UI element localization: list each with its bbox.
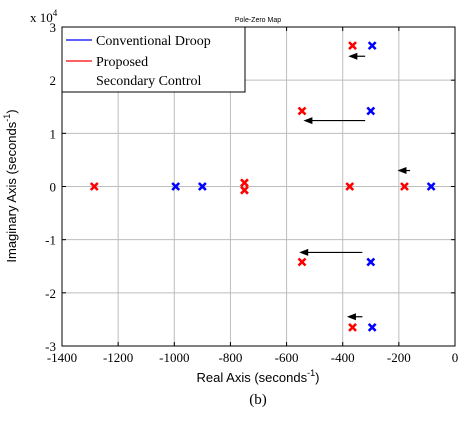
x-tick-label: -600 (275, 350, 299, 365)
y-axis-label: Imaginary Axis (seconds-1) (2, 109, 19, 262)
pole-marker-stroke (89, 182, 99, 191)
y-tick-label: 2 (50, 73, 57, 88)
y-axis-label-main: Imaginary Axis (seconds (4, 121, 19, 262)
pole-marker-stroke (426, 182, 436, 191)
chart-title: Pole-Zero Map (235, 17, 281, 24)
shift-arrow-head (348, 52, 358, 60)
pole-marker-conventional-droop (366, 257, 376, 267)
y-tick-label: 1 (50, 126, 57, 141)
shift-arrow (348, 52, 366, 60)
pole-marker-stroke (366, 257, 376, 267)
pole-marker-proposed (348, 322, 357, 332)
axis-ticks: -1400 -1200 -1000 -800 -600 -400 -200 0 -3 -2 -1 0 1… (45, 20, 458, 365)
y-exponent-prefix: x 10 (30, 10, 53, 25)
x-tick-label: -200 (387, 350, 411, 365)
shift-arrow (299, 248, 363, 256)
pole-marker-stroke (240, 178, 249, 188)
shift-arrow (397, 167, 411, 175)
pole-marker-stroke (240, 185, 249, 195)
pole-marker-stroke (348, 41, 357, 51)
y-tick-label: -1 (45, 233, 56, 248)
y-tick-label: 3 (50, 20, 57, 35)
x-tick-label: 0 (452, 350, 459, 365)
x-axis-label: Real Axis (seconds-1) (197, 368, 320, 385)
legend-label-secondary: Secondary Control (96, 74, 201, 89)
pole-marker-stroke (297, 106, 307, 116)
pole-marker-stroke (348, 322, 357, 332)
pole-marker-stroke (171, 182, 181, 191)
pole-marker-conventional-droop (171, 182, 181, 191)
pole-marker-proposed (345, 182, 355, 191)
legend-label-conventional: Conventional Droop (96, 34, 211, 49)
shift-arrow-head (346, 313, 356, 321)
legend-box (61, 26, 246, 93)
pole-marker-proposed (348, 41, 357, 51)
shift-arrow (346, 313, 363, 321)
x-tick-label: -400 (331, 350, 355, 365)
y-tick-label: -2 (45, 286, 56, 301)
pole-marker-proposed (240, 185, 249, 195)
x-axis-label-end: ) (315, 370, 319, 385)
pole-marker-conventional-droop (426, 182, 436, 191)
pole-marker-stroke (366, 106, 376, 116)
pole-marker-proposed (297, 106, 307, 116)
pole-marker-stroke (400, 182, 409, 191)
pole-marker-conventional-droop (367, 41, 377, 51)
x-tick-label: -1200 (103, 350, 133, 365)
shift-arrows (299, 52, 411, 321)
shift-arrow-head (397, 167, 407, 175)
x-tick-label: -1000 (159, 350, 189, 365)
shift-arrow-head (299, 248, 309, 256)
pole-marker-stroke (345, 182, 355, 191)
y-exponent-label: x 104 (30, 8, 58, 25)
shift-arrow (303, 117, 366, 125)
pole-marker-stroke (297, 257, 307, 267)
pole-marker-proposed (400, 182, 409, 191)
legend: Conventional Droop Proposed Secondary Co… (61, 26, 246, 93)
pole-marker-proposed (89, 182, 99, 191)
y-axis-label-end: ) (4, 109, 19, 113)
pole-marker-conventional-droop (366, 106, 376, 116)
y-exponent-power: 4 (53, 8, 58, 18)
pole-marker-proposed (297, 257, 307, 267)
pole-marker-stroke (367, 41, 377, 51)
legend-label-proposed: Proposed (96, 55, 148, 70)
x-tick-label: -1400 (47, 350, 77, 365)
pole-marker-stroke (197, 182, 207, 191)
pole-marker-proposed (240, 178, 249, 188)
x-axis-label-sup: -1 (307, 368, 315, 378)
pole-marker-conventional-droop (197, 182, 207, 191)
y-axis-label-sup: -1 (2, 114, 12, 122)
shift-arrow-head (303, 117, 313, 125)
y-tick-label: -3 (45, 339, 56, 354)
x-axis-label-main: Real Axis (seconds (197, 370, 308, 385)
pole-markers (89, 41, 436, 332)
y-tick-label: 0 (50, 180, 57, 195)
figure-caption: (b) (249, 392, 267, 408)
x-tick-label: -800 (219, 350, 243, 365)
pole-marker-conventional-droop (367, 322, 377, 332)
pole-marker-stroke (367, 322, 377, 332)
